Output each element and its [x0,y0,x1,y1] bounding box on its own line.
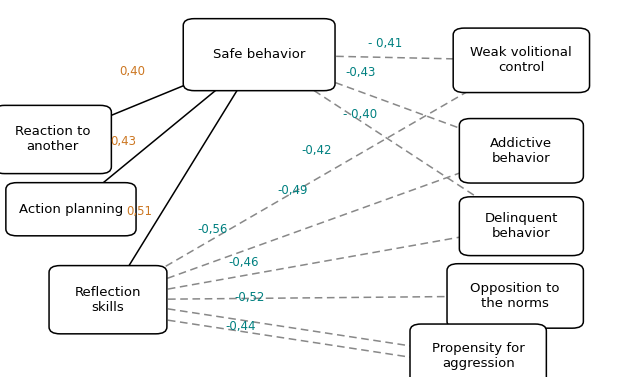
FancyBboxPatch shape [410,324,546,377]
FancyBboxPatch shape [0,106,112,174]
Text: 0,43: 0,43 [110,135,136,148]
Text: Reaction to
another: Reaction to another [15,126,90,153]
Text: Weak volitional
control: Weak volitional control [471,46,572,74]
Text: Safe behavior: Safe behavior [213,48,305,61]
Text: Action planning: Action planning [19,203,123,216]
Text: -0,43: -0,43 [346,66,376,79]
FancyBboxPatch shape [49,265,167,334]
Text: -0,56: -0,56 [197,224,228,236]
Text: Reflection
skills: Reflection skills [75,286,141,314]
Text: Delinquent
behavior: Delinquent behavior [485,212,558,240]
Text: -0,46: -0,46 [228,256,259,268]
FancyBboxPatch shape [183,19,335,91]
FancyBboxPatch shape [6,183,136,236]
Text: Opposition to
the norms: Opposition to the norms [470,282,560,310]
Text: 0,51: 0,51 [126,205,152,218]
Text: -0,52: -0,52 [234,291,265,304]
Text: - 0,40: - 0,40 [342,108,377,121]
Text: Propensity for
aggression: Propensity for aggression [432,342,524,370]
Text: -0,42: -0,42 [301,144,332,157]
Text: -0,44: -0,44 [225,320,256,333]
Text: Addictive
behavior: Addictive behavior [491,137,552,165]
FancyBboxPatch shape [453,28,589,93]
Text: 0,40: 0,40 [120,65,146,78]
FancyBboxPatch shape [459,119,584,183]
Text: -0,49: -0,49 [278,184,308,197]
FancyBboxPatch shape [447,264,583,328]
Text: - 0,41: - 0,41 [368,37,403,50]
FancyBboxPatch shape [459,197,584,256]
